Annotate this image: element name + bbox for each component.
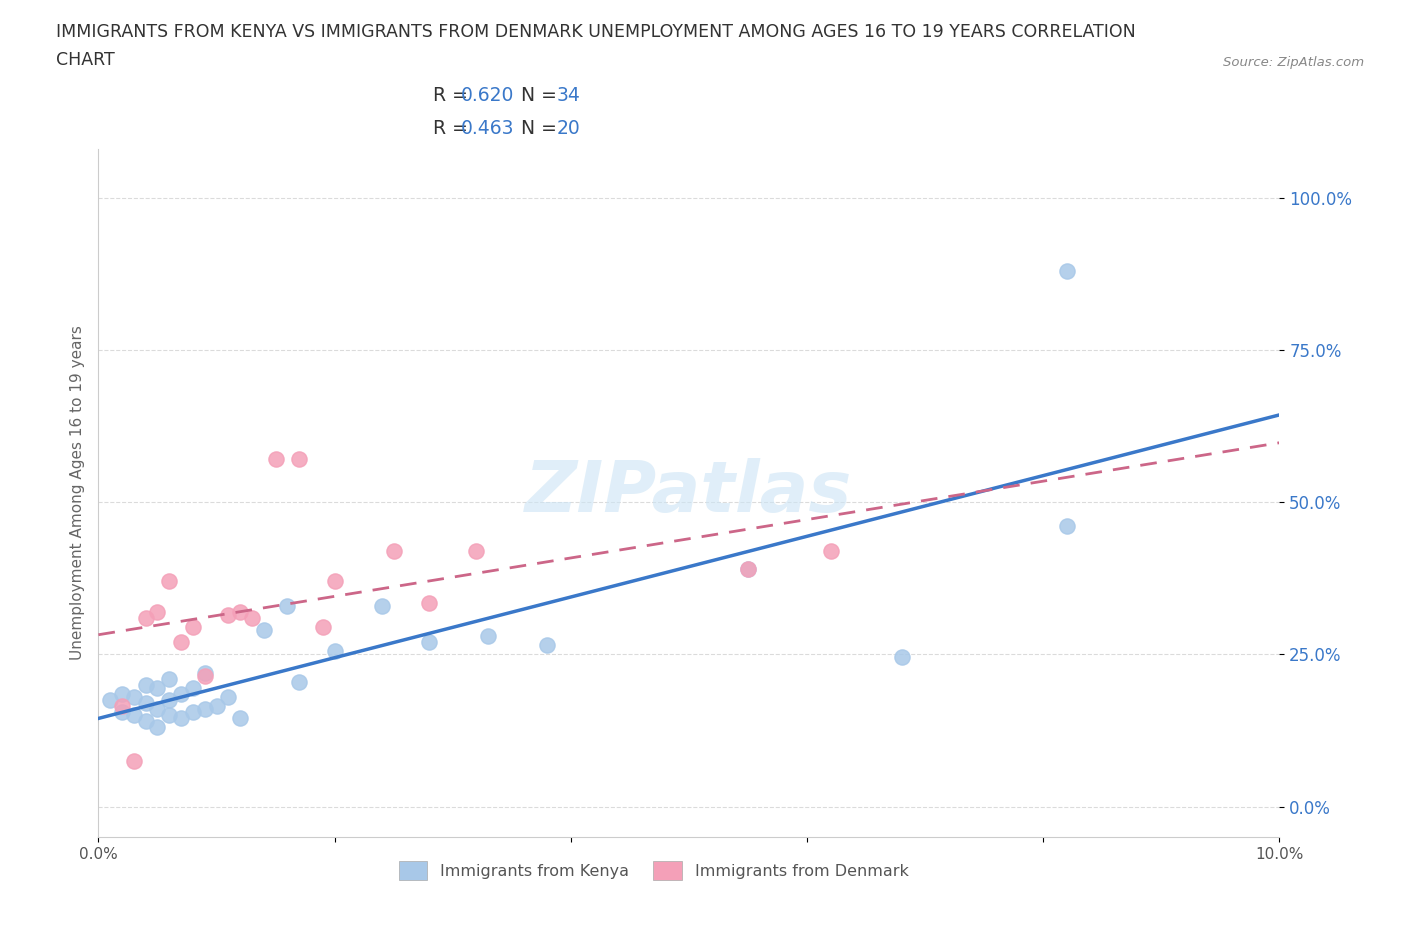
Point — [135, 610, 157, 625]
Text: N =: N = — [509, 86, 562, 105]
Point — [135, 677, 157, 692]
Text: IMMIGRANTS FROM KENYA VS IMMIGRANTS FROM DENMARK UNEMPLOYMENT AMONG AGES 16 TO 1: IMMIGRANTS FROM KENYA VS IMMIGRANTS FROM… — [56, 23, 1136, 41]
Point — [146, 604, 169, 619]
Text: 34: 34 — [557, 86, 581, 105]
Point — [1056, 263, 1078, 278]
Point — [536, 638, 558, 653]
Point — [382, 543, 405, 558]
Text: CHART: CHART — [56, 51, 115, 69]
Point — [181, 681, 204, 696]
Point — [181, 619, 204, 634]
Point — [323, 574, 346, 589]
Text: 0.620: 0.620 — [461, 86, 515, 105]
Point — [194, 665, 217, 680]
Point — [288, 674, 311, 689]
Point — [312, 619, 335, 634]
Point — [157, 671, 180, 686]
Point — [820, 543, 842, 558]
Point — [146, 720, 169, 735]
Point — [111, 705, 134, 720]
Text: R =: R = — [433, 119, 474, 138]
Point — [122, 708, 145, 723]
Point — [170, 711, 193, 725]
Y-axis label: Unemployment Among Ages 16 to 19 years: Unemployment Among Ages 16 to 19 years — [69, 326, 84, 660]
Point — [146, 701, 169, 716]
Text: R =: R = — [433, 86, 474, 105]
Point — [253, 622, 276, 637]
Text: N =: N = — [509, 119, 562, 138]
Point — [737, 562, 759, 577]
Point — [111, 698, 134, 713]
Point — [418, 595, 440, 610]
Point — [135, 696, 157, 711]
Legend: Immigrants from Kenya, Immigrants from Denmark: Immigrants from Kenya, Immigrants from D… — [391, 853, 917, 887]
Point — [240, 610, 263, 625]
Point — [122, 689, 145, 704]
Point — [98, 693, 121, 708]
Point — [229, 604, 252, 619]
Point — [229, 711, 252, 725]
Point — [181, 705, 204, 720]
Text: ZIPatlas: ZIPatlas — [526, 458, 852, 527]
Point — [170, 686, 193, 701]
Point — [371, 598, 394, 613]
Point — [194, 668, 217, 683]
Point — [217, 607, 239, 622]
Point — [276, 598, 298, 613]
Point — [170, 634, 193, 649]
Point — [737, 562, 759, 577]
Point — [194, 701, 217, 716]
Text: Source: ZipAtlas.com: Source: ZipAtlas.com — [1223, 56, 1364, 69]
Point — [264, 452, 287, 467]
Point — [157, 708, 180, 723]
Point — [157, 574, 180, 589]
Point — [217, 689, 239, 704]
Point — [205, 698, 228, 713]
Text: 0.463: 0.463 — [461, 119, 515, 138]
Point — [111, 686, 134, 701]
Point — [157, 693, 180, 708]
Point — [1056, 519, 1078, 534]
Point — [477, 629, 499, 644]
Point — [135, 714, 157, 729]
Point — [418, 634, 440, 649]
Point — [146, 681, 169, 696]
Point — [122, 753, 145, 768]
Point — [890, 650, 912, 665]
Point — [288, 452, 311, 467]
Point — [323, 644, 346, 658]
Point — [465, 543, 488, 558]
Text: 20: 20 — [557, 119, 581, 138]
